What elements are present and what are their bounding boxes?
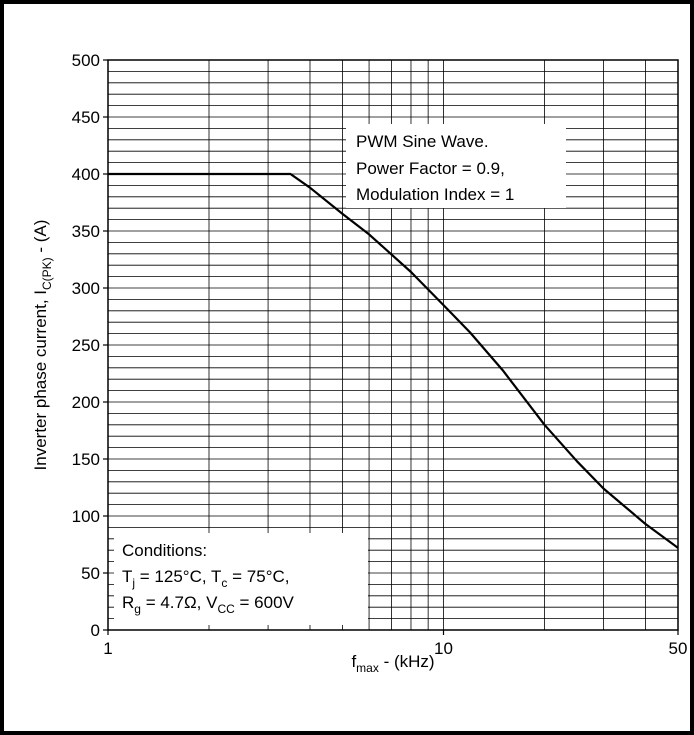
waveform-line-2: Power Factor = 0.9, <box>356 159 505 178</box>
y-tick-label: 50 <box>81 564 100 583</box>
y-tick-label: 300 <box>72 279 100 298</box>
y-axis-title: Inverter phase current, IC(PK) - (A) <box>31 220 54 471</box>
waveform-line-1: PWM Sine Wave. <box>356 132 489 151</box>
x-tick-label: 10 <box>434 639 453 658</box>
y-tick-label: 500 <box>72 51 100 70</box>
y-tick-label: 250 <box>72 336 100 355</box>
y-axis-ticks: 0 50 100 150 200 250 300 350 400 450 500 <box>72 51 108 640</box>
x-axis-ticks: 1 10 50 <box>103 630 687 658</box>
waveform-annotation: PWM Sine Wave. Power Factor = 0.9, Modul… <box>346 124 566 208</box>
conditions-line-1: Tj = 125°C, Tc = 75°C, <box>122 567 290 590</box>
conditions-annotation-box <box>114 533 368 625</box>
y-tick-label: 400 <box>72 165 100 184</box>
y-tick-label: 0 <box>91 621 100 640</box>
waveform-line-3: Modulation Index = 1 <box>356 185 514 204</box>
y-tick-label: 350 <box>72 222 100 241</box>
conditions-line-2: Rg = 4.7Ω, VCC = 600V <box>122 593 295 616</box>
y-tick-label: 100 <box>72 507 100 526</box>
series-line-1 <box>108 172 679 549</box>
conditions-title: Conditions: <box>122 541 207 560</box>
y-tick-label: 150 <box>72 450 100 469</box>
conditions-annotation: Conditions: Tj = 125°C, Tc = 75°C, Rg = … <box>114 533 368 625</box>
y-tick-label: 450 <box>72 108 100 127</box>
x-tick-label: 1 <box>103 639 112 658</box>
y-tick-label: 200 <box>72 393 100 412</box>
series-layer <box>108 172 679 549</box>
x-axis-title: fmax - (kHz) <box>351 652 434 675</box>
waveform-annotation-box <box>346 124 566 208</box>
x-tick-label: 50 <box>669 639 688 658</box>
